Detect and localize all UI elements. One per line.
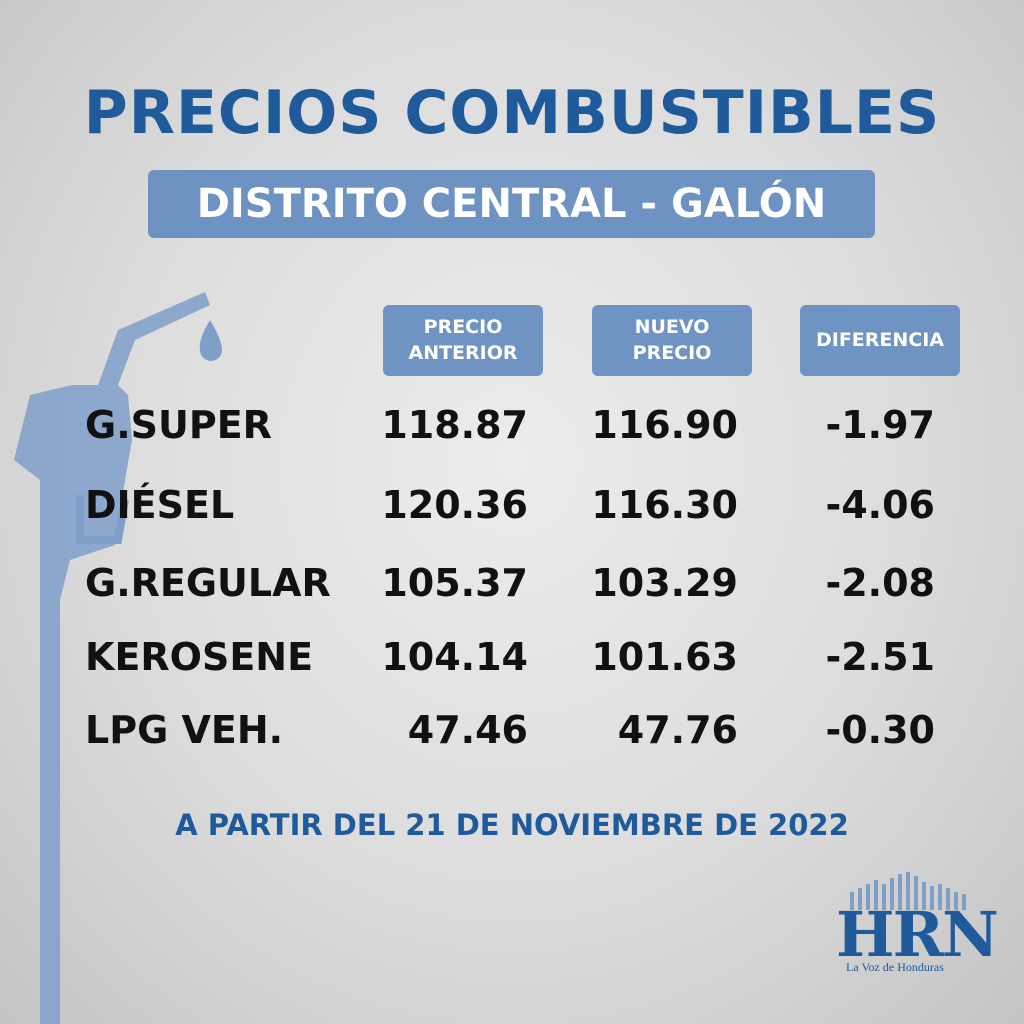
fuel-name: KEROSENE <box>85 635 314 679</box>
price-cell: 47.76 <box>617 708 738 752</box>
fuel-name: G.SUPER <box>85 403 272 447</box>
column-header: DIFERENCIA <box>800 305 960 376</box>
price-cell: 103.29 <box>591 561 738 605</box>
price-cell: -2.08 <box>825 561 935 605</box>
logo-bars <box>850 872 966 910</box>
price-cell: 104.14 <box>381 635 528 679</box>
title: PRECIOS COMBUSTIBLES <box>83 78 941 148</box>
price-cell: 116.30 <box>591 483 738 527</box>
price-cell: 47.46 <box>407 708 528 752</box>
price-cell: -4.06 <box>825 483 935 527</box>
subtitle: DISTRITO CENTRAL - GALÓN <box>148 170 875 238</box>
column-header: NUEVO PRECIO <box>592 305 752 376</box>
column-header: PRECIO ANTERIOR <box>383 305 543 376</box>
price-cell: -1.97 <box>825 403 935 447</box>
fuel-name: DIÉSEL <box>85 483 235 527</box>
logo: HRN <box>836 898 999 971</box>
price-cell: 118.87 <box>381 403 528 447</box>
price-cell: -2.51 <box>825 635 935 679</box>
price-cell: 105.37 <box>381 561 528 605</box>
price-cell: 120.36 <box>381 483 528 527</box>
fuel-name: LPG VEH. <box>85 708 284 752</box>
effective-date: A PARTIR DEL 21 DE NOVIEMBRE DE 2022 <box>175 808 849 842</box>
fuel-name: G.REGULAR <box>85 561 331 605</box>
price-cell: -0.30 <box>825 708 935 752</box>
price-cell: 101.63 <box>591 635 738 679</box>
price-cell: 116.90 <box>591 403 738 447</box>
logo-tagline: La Voz de Honduras <box>846 960 944 974</box>
